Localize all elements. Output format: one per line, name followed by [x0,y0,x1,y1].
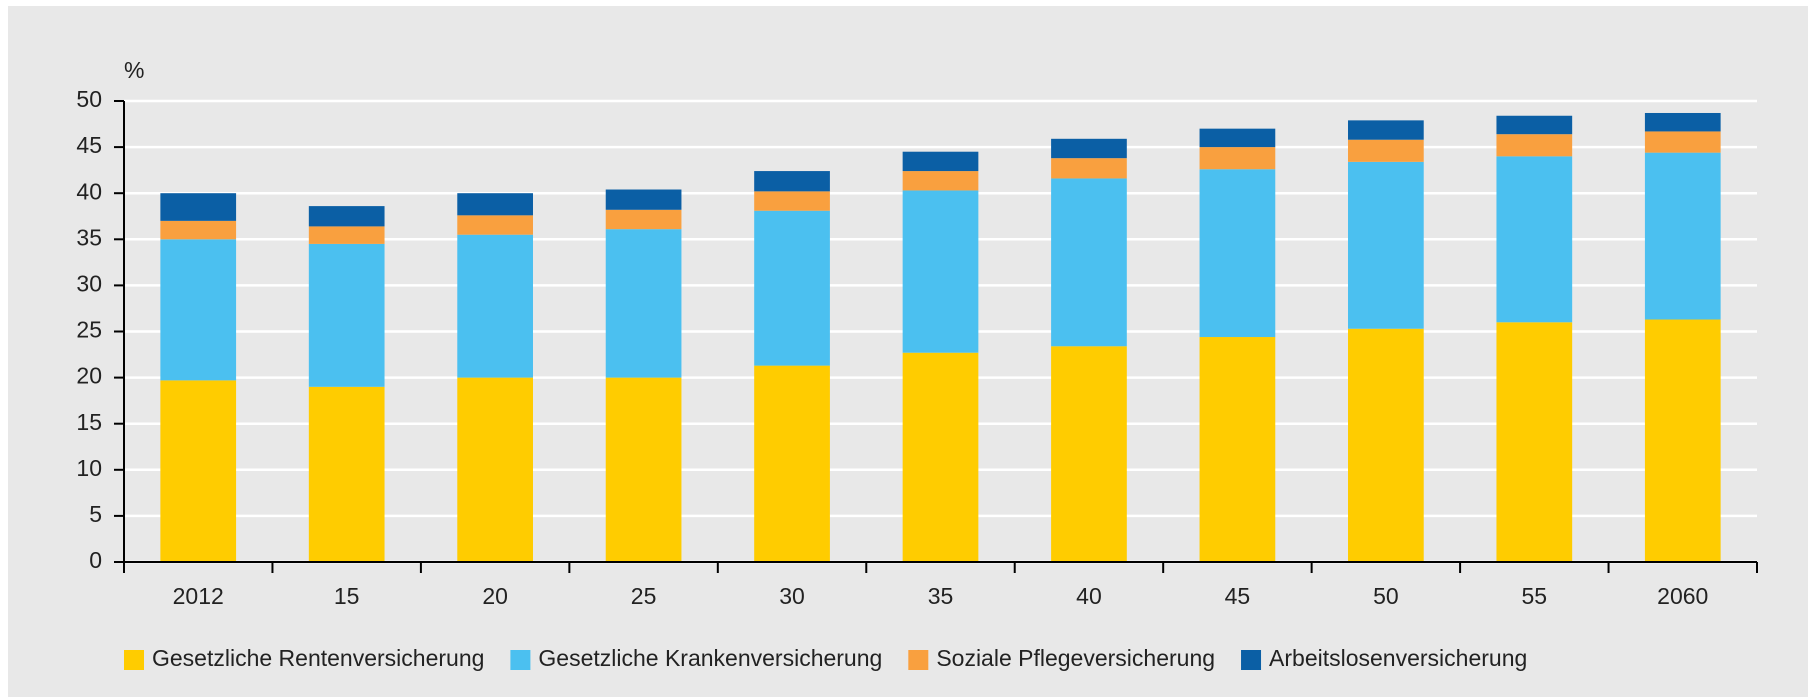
bar-segment [754,191,830,211]
x-tick-label: 35 [928,583,954,609]
bar-segment [1644,112,1721,132]
bar-segment [902,151,979,172]
legend-label: Soziale Pflegeversicherung [936,645,1215,671]
bar-segment [902,171,979,191]
bar-segment [754,171,830,192]
y-tick-label: 50 [76,86,102,112]
y-axis-label: % [124,57,144,83]
bar-segment [1051,178,1127,347]
legend-label: Gesetzliche Krankenversicherung [538,645,882,671]
y-tick-label: 20 [76,363,102,389]
bar-segment [160,193,237,221]
bar-segment [1348,161,1424,329]
y-tick-label: 45 [76,132,102,158]
legend-label: Arbeitslosenversicherung [1269,645,1527,671]
y-tick-label: 30 [76,270,102,296]
bar-segment [1348,139,1424,162]
y-tick-label: 25 [76,317,102,343]
x-tick-label: 20 [482,583,508,609]
bar-segment [1199,147,1276,170]
bar-segment [457,234,533,378]
bar-segment [754,210,830,366]
bar-segment [308,386,385,562]
bar-segment [1051,346,1127,562]
legend-swatch [908,650,929,670]
x-tick-label: 50 [1373,583,1399,609]
bar-segment [605,209,682,230]
x-tick-label: 2012 [173,583,224,609]
bar-segment [605,189,682,210]
x-tick-label: 25 [631,583,657,609]
y-tick-label: 5 [89,501,102,527]
y-tick-label: 35 [76,224,102,250]
bar-segment [160,220,237,240]
bar-segment [160,239,237,381]
y-tick-label: 15 [76,409,102,435]
bar-segment [1348,120,1424,140]
legend-swatch [510,650,531,670]
legend-swatch [124,650,144,670]
bar-segment [1199,337,1276,562]
bar-segment [1644,319,1721,562]
x-tick-label: 40 [1076,583,1102,609]
x-tick-label: 15 [334,583,360,609]
bar-segment [457,377,533,562]
bar-segment [1496,156,1573,323]
bar-segment [160,380,237,562]
bar-segment [308,226,385,244]
bar-segment [308,206,385,227]
x-tick-label: 45 [1225,583,1251,609]
bar-segment [1199,169,1276,338]
bar-segment [457,215,533,235]
bar-segment [902,352,979,562]
bar-segment [605,229,682,378]
x-tick-label: 55 [1522,583,1548,609]
bar-segment [308,243,385,387]
bar-segment [754,365,830,562]
y-tick-label: 0 [89,547,102,573]
bar-segment [902,190,979,353]
x-tick-label: 30 [779,583,805,609]
legend-label: Gesetzliche Rentenversicherung [152,645,484,671]
bar-segment [1199,128,1276,148]
bar-segment [1051,138,1127,159]
bar-segment [1348,328,1424,562]
bar-segment [1496,115,1573,135]
y-tick-label: 40 [76,178,102,204]
y-tick-label: 10 [76,455,102,481]
legend-swatch [1241,650,1262,670]
bar-segment [1051,158,1127,179]
bar-segment [457,193,533,216]
bar-segment [605,377,682,562]
bar-segment [1496,322,1573,562]
x-tick-label: 2060 [1657,583,1708,609]
bar-segment [1644,131,1721,153]
bar-segment [1644,152,1721,320]
bar-segment [1496,134,1573,157]
